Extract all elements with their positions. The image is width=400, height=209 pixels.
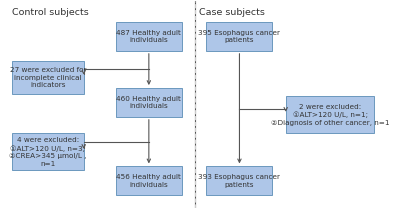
Text: 456 Healthy adult
individuals: 456 Healthy adult individuals (116, 174, 181, 187)
Text: 2 were excluded:
①ALT>120 U/L, n=1;
②Diagnosis of other cancer, n=1: 2 were excluded: ①ALT>120 U/L, n=1; ②Dia… (271, 104, 389, 126)
FancyBboxPatch shape (206, 22, 272, 51)
Text: Control subjects: Control subjects (12, 8, 89, 17)
FancyBboxPatch shape (116, 166, 182, 195)
FancyBboxPatch shape (206, 166, 272, 195)
Text: 4 were excluded:
①ALT>120 U/L, n=3;
②CREA>345 μmol/L ,
n=1: 4 were excluded: ①ALT>120 U/L, n=3; ②CRE… (9, 137, 86, 167)
FancyBboxPatch shape (12, 133, 84, 171)
Text: 487 Healthy adult
individuals: 487 Healthy adult individuals (116, 30, 181, 43)
Text: 460 Healthy adult
individuals: 460 Healthy adult individuals (116, 96, 181, 109)
FancyBboxPatch shape (116, 22, 182, 51)
FancyBboxPatch shape (12, 61, 84, 94)
Text: 395 Esophagus cancer
patients: 395 Esophagus cancer patients (198, 30, 280, 43)
Text: 393 Esophagus cancer
patients: 393 Esophagus cancer patients (198, 174, 280, 187)
Text: Case subjects: Case subjects (199, 8, 265, 17)
FancyBboxPatch shape (116, 88, 182, 117)
FancyBboxPatch shape (286, 96, 374, 133)
Text: 27 were excluded for
incomplete clinical
indicators: 27 were excluded for incomplete clinical… (10, 67, 86, 88)
